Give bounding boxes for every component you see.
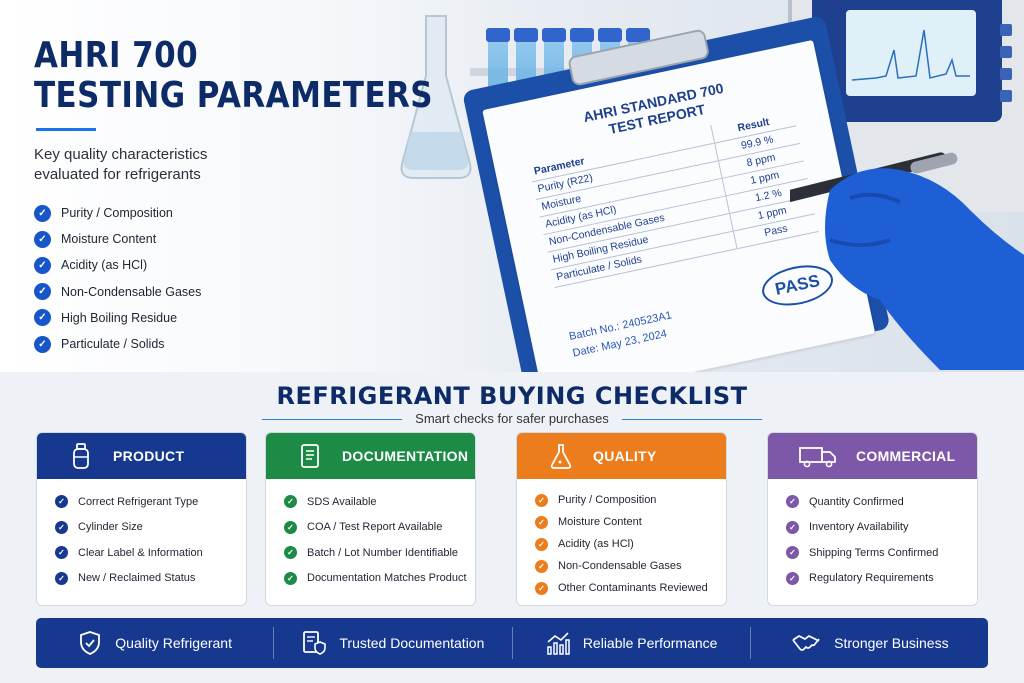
chromatogram-icon — [851, 29, 970, 81]
hero-subtitle: Key quality characteristics evaluated fo… — [34, 146, 208, 183]
list-item: ✓ Purity / Composition — [34, 200, 201, 226]
check-icon: ✓ — [786, 495, 799, 509]
benefit-reliable-performance: Reliable Performance — [511, 627, 750, 659]
list-item: ✓ Moisture Content — [34, 226, 201, 252]
list-item: ✓ Non-Condensable Gases — [535, 555, 726, 577]
device-button — [1000, 90, 1012, 102]
commercial-card: COMMERCIAL ✓ Quantity Confirmed ✓ Inventor… — [767, 432, 978, 606]
check-icon: ✓ — [535, 515, 548, 529]
quality-card-header: QUALITY — [517, 433, 726, 479]
chromatograph-screen — [846, 10, 976, 96]
gloved-hand-with-pen-illustration — [790, 152, 1024, 370]
quality-card: QUALITY ✓ Purity / Composition ✓ Moisture … — [516, 432, 727, 606]
benefit-trusted-documentation: Trusted Documentation — [273, 627, 511, 659]
commercial-checklist: ✓ Quantity Confirmed ✓ Inventory Availabil… — [768, 479, 977, 591]
card-label: QUALITY — [593, 448, 657, 464]
check-icon: ✓ — [55, 571, 68, 585]
product-card: PRODUCT ✓ Correct Refrigerant Type ✓ Cylin… — [36, 432, 247, 606]
list-item: ✓ Cylinder Size — [55, 515, 246, 541]
check-icon: ✓ — [55, 546, 68, 560]
subtitle-divider — [622, 419, 762, 420]
check-icon: ✓ — [34, 204, 51, 222]
list-item: ✓ Batch / Lot Number Identifiable — [284, 540, 475, 566]
card-label: COMMERCIAL — [856, 448, 956, 464]
check-icon: ✓ — [535, 559, 548, 573]
check-icon: ✓ — [786, 520, 799, 534]
check-icon: ✓ — [34, 283, 51, 301]
product-card-header: PRODUCT — [37, 433, 246, 479]
documentation-checklist: ✓ SDS Available ✓ COA / Test Report Availa… — [266, 479, 475, 591]
list-item: ✓ Clear Label & Information — [55, 540, 246, 566]
card-label: PRODUCT — [113, 448, 185, 464]
list-item: ✓ Particulate / Solids — [34, 331, 201, 357]
growth-chart-icon — [547, 632, 570, 655]
benefit-stronger-business: Stronger Business — [749, 627, 988, 659]
list-item: ✓ Acidity (as HCl) — [535, 533, 726, 555]
document-icon — [301, 444, 319, 468]
list-item: ✓ New / Reclaimed Status — [55, 566, 246, 592]
check-icon: ✓ — [55, 495, 68, 509]
benefits-banner: Quality Refrigerant Trusted Documentatio… — [36, 618, 988, 668]
list-item: ✓ COA / Test Report Available — [284, 515, 475, 541]
flask-icon — [550, 444, 572, 469]
check-icon: ✓ — [34, 335, 51, 353]
check-icon: ✓ — [284, 520, 297, 534]
handshake-icon — [792, 635, 820, 651]
product-checklist: ✓ Correct Refrigerant Type ✓ Cylinder Size… — [37, 479, 246, 591]
subtitle-divider — [262, 419, 402, 420]
device-button — [1000, 24, 1012, 36]
check-icon: ✓ — [55, 520, 68, 534]
list-item: ✓ Other Contaminants Reviewed — [535, 577, 726, 599]
cylinder-icon — [73, 443, 89, 469]
device-button — [1000, 46, 1012, 58]
documentation-card-header: DOCUMENTATION — [266, 433, 475, 479]
list-item: ✓ Purity / Composition — [535, 489, 726, 511]
list-item: ✓ Regulatory Requirements — [786, 566, 977, 592]
checklist-title: REFRIGERANT BUYING CHECKLIST — [276, 382, 748, 410]
check-icon: ✓ — [34, 230, 51, 248]
check-icon: ✓ — [535, 493, 548, 507]
report-batch-info: Batch No.: 240523A1 Date: May 23, 2024 — [568, 307, 677, 362]
checklist-subtitle: Smart checks for safer purchases — [415, 411, 609, 426]
list-item: ✓ Shipping Terms Confirmed — [786, 540, 977, 566]
benefit-quality-refrigerant: Quality Refrigerant — [36, 627, 273, 659]
delivery-truck-icon — [799, 447, 836, 468]
quality-checklist: ✓ Purity / Composition ✓ Moisture Content … — [517, 479, 726, 599]
list-item: ✓ Non-Condensable Gases — [34, 279, 201, 305]
check-icon: ✓ — [284, 546, 297, 560]
list-item: ✓ Acidity (as HCl) — [34, 252, 201, 278]
check-icon: ✓ — [535, 537, 548, 551]
hero-section: AHRI STANDARD 700 TEST REPORT Parameter … — [0, 0, 1024, 372]
list-item: ✓ Correct Refrigerant Type — [55, 489, 246, 515]
title-underline — [36, 128, 96, 131]
list-item: ✓ SDS Available — [284, 489, 475, 515]
check-icon: ✓ — [284, 571, 297, 585]
flask-icon — [400, 15, 472, 179]
list-item: ✓ Quantity Confirmed — [786, 489, 977, 515]
list-item: ✓ Inventory Availability — [786, 515, 977, 541]
commercial-card-header: COMMERCIAL — [768, 433, 977, 479]
check-icon: ✓ — [786, 546, 799, 560]
check-icon: ✓ — [786, 571, 799, 585]
list-item: ✓ Moisture Content — [535, 511, 726, 533]
check-icon: ✓ — [284, 495, 297, 509]
documentation-card: DOCUMENTATION ✓ SDS Available ✓ COA / Test… — [265, 432, 476, 606]
list-item: ✓ Documentation Matches Product — [284, 566, 475, 592]
device-button — [1000, 68, 1012, 80]
check-icon: ✓ — [34, 256, 51, 274]
testing-parameter-list: ✓ Purity / Composition ✓ Moisture Content … — [34, 200, 201, 357]
card-label: DOCUMENTATION — [342, 448, 469, 464]
check-icon: ✓ — [34, 309, 51, 327]
check-icon: ✓ — [535, 581, 548, 595]
shield-check-icon — [80, 631, 101, 655]
list-item: ✓ High Boiling Residue — [34, 305, 201, 331]
hero-title: AHRI 700 TESTING PARAMETERS — [34, 35, 434, 116]
document-shield-icon — [303, 631, 327, 655]
